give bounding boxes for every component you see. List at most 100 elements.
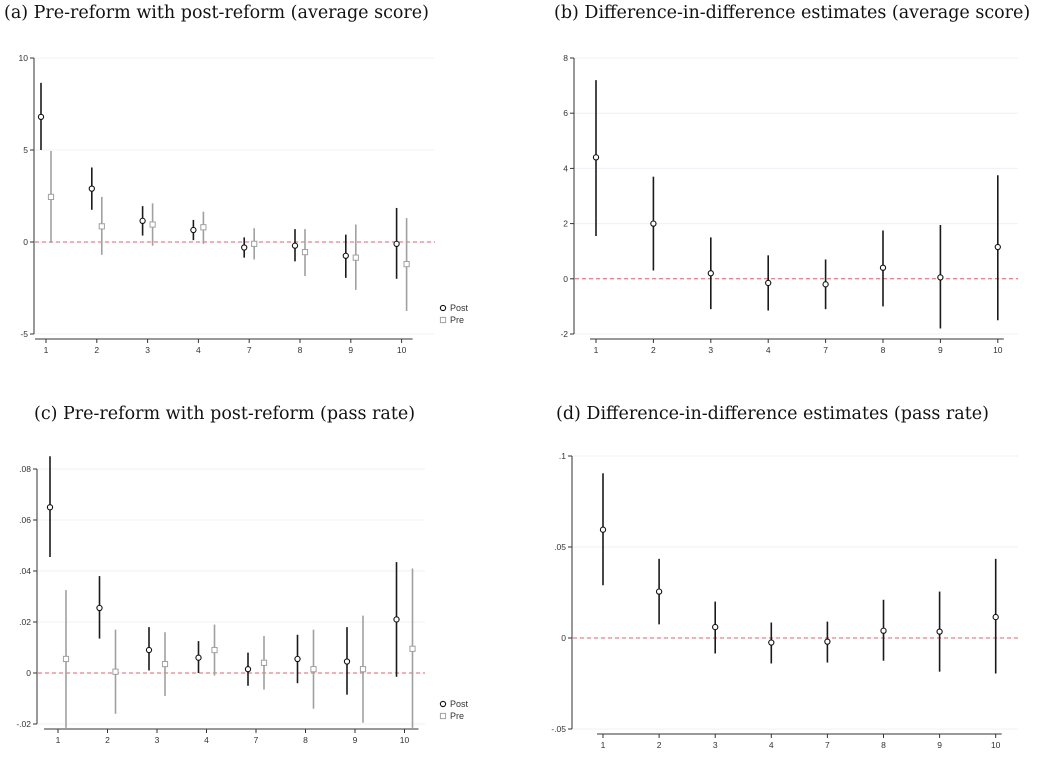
y-tick-label: 0: [26, 668, 31, 678]
x-tick-label: 10: [993, 345, 1003, 355]
legend-pre-marker: [439, 316, 447, 324]
post-point: [190, 226, 197, 234]
y-tick-label: -2: [560, 329, 568, 339]
estimate-point: [879, 264, 887, 271]
legend-label: Post: [450, 699, 469, 709]
pre-point: [149, 221, 156, 228]
legend-label: Post: [450, 303, 469, 313]
x-tick-label: 9: [353, 735, 358, 745]
pre-point: [62, 655, 70, 663]
x-tick-label: 1: [601, 740, 606, 750]
chart-b-title: (b) Difference-in-difference estimates (…: [554, 3, 1031, 23]
post-point: [88, 185, 95, 192]
pre-point: [200, 224, 207, 231]
x-tick-label: 4: [766, 345, 771, 355]
x-tick-label: 8: [881, 740, 886, 750]
estimate-point: [650, 220, 657, 227]
x-tick-label: 10: [397, 345, 407, 355]
x-tick-label: 9: [938, 345, 943, 355]
post-point: [294, 655, 301, 663]
estimate-point: [936, 628, 943, 635]
x-tick-label: 2: [651, 345, 656, 355]
chart-c-title: (c) Pre-reform with post-reform (pass ra…: [34, 404, 416, 424]
post-point: [342, 252, 349, 259]
x-tick-label: 7: [825, 740, 830, 750]
post-point: [96, 604, 103, 612]
y-tick-label: 0: [561, 633, 566, 643]
y-tick-label: -5: [20, 329, 28, 339]
x-tick-label: 7: [247, 345, 252, 355]
post-point: [393, 616, 400, 623]
y-tick-label: -.05: [551, 724, 566, 734]
legend-label: Pre: [450, 315, 464, 325]
x-tick-label: 1: [56, 735, 61, 745]
pre-point: [251, 240, 258, 247]
y-tick-label: 5: [23, 145, 28, 155]
estimate-point: [880, 627, 887, 634]
estimate-point: [765, 279, 772, 287]
post-point: [343, 658, 351, 665]
post-point: [241, 244, 248, 251]
x-tick-label: 3: [708, 345, 713, 355]
chart-a: -5 0 5 10 1 2 3 4 7 8 9 10 Post Pre: [19, 53, 469, 355]
legend-pre-marker: [439, 712, 447, 720]
estimate-point: [937, 274, 944, 281]
y-tick-label: .08: [19, 464, 31, 474]
x-tick-label: 10: [400, 735, 410, 745]
legend-label: Pre: [450, 711, 464, 721]
x-tick-label: 2: [105, 735, 110, 745]
post-point: [244, 666, 252, 673]
x-tick-label: 3: [713, 740, 718, 750]
pre-point: [403, 260, 410, 268]
estimate-point: [599, 526, 607, 533]
post-point: [46, 504, 54, 511]
x-tick-label: 2: [657, 740, 662, 750]
estimate-point: [707, 270, 714, 277]
y-tick-label: 10: [19, 53, 29, 63]
post-point: [291, 242, 299, 249]
pre-point: [310, 666, 317, 673]
post-point: [195, 654, 202, 661]
pre-point: [98, 223, 105, 230]
post-point: [37, 113, 45, 121]
y-tick-label: 6: [563, 108, 568, 118]
pre-point: [112, 668, 119, 675]
x-tick-label: 4: [769, 740, 774, 750]
pre-point: [301, 249, 309, 256]
y-tick-label: 0: [23, 237, 28, 247]
chart-a-title: (a) Pre-reform with post-reform (average…: [4, 3, 429, 23]
estimate-point: [712, 623, 719, 631]
chart-d: -.05 0 .05 .1 1 2 3 4 7 8 9 10: [551, 451, 1018, 750]
x-tick-label: 3: [155, 735, 160, 745]
x-tick-label: 3: [145, 345, 150, 355]
y-tick-label: .05: [554, 542, 566, 552]
y-tick-label: .02: [19, 617, 31, 627]
post-point: [393, 240, 400, 247]
y-tick-label: -.02: [16, 719, 31, 729]
y-tick-label: .06: [19, 515, 31, 525]
pre-point: [161, 660, 169, 668]
x-tick-label: 1: [44, 345, 49, 355]
estimate-point: [655, 588, 663, 595]
y-tick-label: 4: [563, 163, 568, 173]
estimate-point: [592, 154, 600, 161]
pre-point: [260, 659, 268, 666]
chart-d-title: (d) Difference-in-difference estimates (…: [556, 404, 989, 424]
x-tick-label: 1: [594, 345, 599, 355]
x-tick-label: 9: [348, 345, 353, 355]
post-point: [139, 217, 146, 224]
pre-point: [359, 666, 367, 673]
x-tick-label: 2: [94, 345, 99, 355]
post-point: [145, 646, 153, 654]
y-tick-label: 2: [563, 219, 568, 229]
estimate-point: [992, 613, 999, 621]
x-tick-label: 4: [196, 345, 201, 355]
estimate-point: [822, 281, 829, 288]
estimate-point: [824, 638, 831, 645]
pre-point: [211, 646, 218, 654]
pre-point: [47, 193, 55, 201]
legend-post-marker: [439, 700, 447, 708]
y-tick-label: 8: [563, 53, 568, 63]
estimate-point: [994, 243, 1001, 251]
